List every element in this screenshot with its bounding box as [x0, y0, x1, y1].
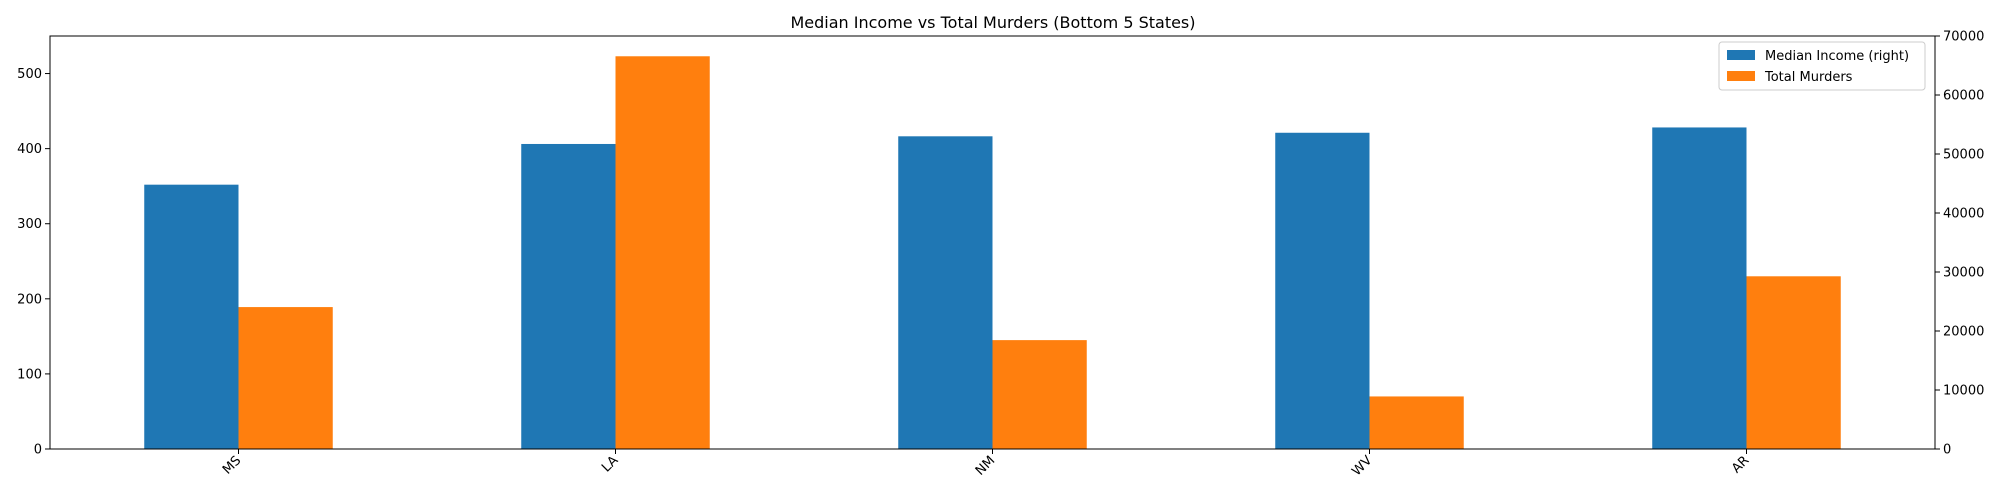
bar-total-murders-ar	[1746, 276, 1841, 449]
bar-total-murders-wv	[1369, 396, 1464, 449]
legend-swatch	[1727, 50, 1755, 60]
bar-median-income-ms	[144, 184, 239, 449]
chart-title: Median Income vs Total Murders (Bottom 5…	[790, 13, 1195, 32]
x-axis-tick-label-wv: WV	[1349, 453, 1375, 479]
plot-area	[144, 56, 1841, 450]
right-axis-tick-label: 30000	[1943, 266, 1984, 281]
right-axis-tick-label: 60000	[1943, 89, 1984, 104]
right-axis-tick-label: 0	[1943, 443, 1951, 458]
bar-total-murders-nm	[992, 340, 1087, 449]
x-axis-tick-label-nm: NM	[973, 453, 998, 478]
right-axis-tick-label: 40000	[1943, 207, 1984, 222]
right-axis-tick-label: 10000	[1943, 384, 1984, 399]
left-axis-tick-label: 0	[34, 443, 42, 458]
right-axis-tick-label: 50000	[1943, 148, 1984, 163]
bar-median-income-nm	[898, 136, 993, 450]
legend-swatch	[1727, 71, 1755, 81]
bar-total-murders-ms	[238, 307, 333, 449]
left-axis-tick-label: 400	[17, 142, 42, 157]
bar-total-murders-la	[615, 56, 710, 450]
left-axis-tick-label: 100	[17, 367, 42, 382]
right-axis-tick-label: 70000	[1943, 30, 1984, 45]
legend-label: Median Income (right)	[1765, 49, 1909, 64]
left-axis-tick-label: 500	[17, 67, 42, 82]
x-axis-tick-label-la: LA	[599, 453, 621, 475]
left-axis-tick-label: 300	[17, 217, 42, 232]
legend: Median Income (right) Total Murders	[1718, 41, 1926, 91]
bar-median-income-ar	[1652, 127, 1747, 449]
right-axis-tick-label: 20000	[1943, 325, 1984, 340]
x-axis-tick-label-ms: MS	[220, 453, 244, 477]
bar-median-income-wv	[1275, 132, 1370, 449]
left-axis-tick-label: 200	[17, 292, 42, 307]
legend-box	[1718, 41, 1926, 91]
bar-median-income-la	[521, 143, 616, 449]
x-axis-tick-label-ar: AR	[1729, 453, 1752, 476]
legend-label: Total Murders	[1764, 70, 1853, 85]
